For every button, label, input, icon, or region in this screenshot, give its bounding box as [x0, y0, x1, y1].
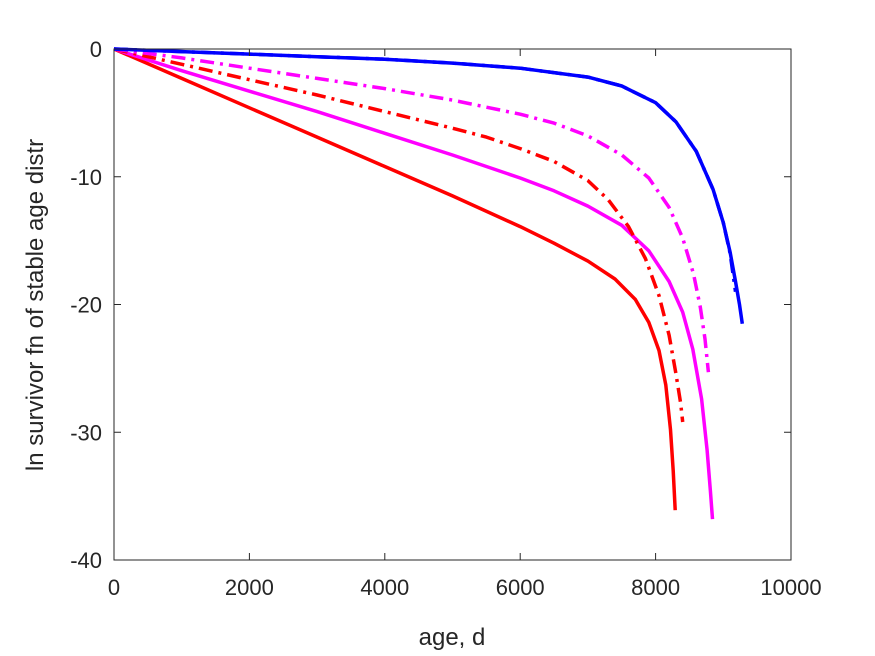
x-axis-label: age, d — [419, 624, 486, 651]
tick-layer: 0 2000 4000 6000 8000 10000 -40 -30 -20 -10 0 — [70, 37, 821, 600]
y-axis-label: ln survivor fn of stable age distr — [22, 139, 49, 471]
y-tick-label: -40 — [70, 548, 102, 573]
x-tick-label: 0 — [108, 575, 120, 600]
x-tick-label: 4000 — [360, 575, 409, 600]
plot-area — [114, 49, 791, 560]
series-line-2 — [113, 47, 715, 520]
series-line-4 — [113, 47, 711, 373]
y-tick-label: -30 — [70, 420, 102, 445]
series-line-6 — [113, 47, 745, 324]
y-tick-label: -20 — [70, 293, 102, 318]
y-tick-label: -10 — [70, 165, 102, 190]
x-tick-label: 8000 — [631, 575, 680, 600]
series-line-1 — [113, 47, 677, 511]
x-tick-label: 2000 — [225, 575, 274, 600]
x-tick-label: 10000 — [760, 575, 821, 600]
series-layer — [113, 47, 745, 520]
x-tick-label: 6000 — [496, 575, 545, 600]
y-tick-label: 0 — [90, 37, 102, 62]
series-line-3 — [113, 47, 685, 423]
